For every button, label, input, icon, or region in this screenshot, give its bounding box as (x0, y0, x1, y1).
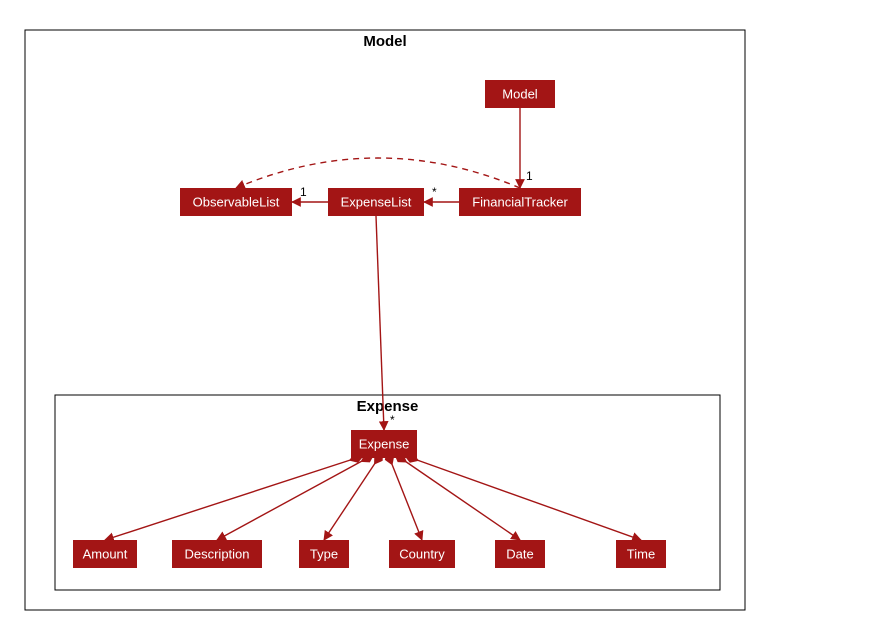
edge-Expense-Amount (105, 458, 357, 540)
node-ObservableList: ObservableList (180, 188, 292, 216)
node-Time: Time (616, 540, 666, 568)
edge-Expense-Type (324, 458, 379, 540)
node-Model-label: Model (502, 87, 538, 102)
node-Type: Type (299, 540, 349, 568)
node-ExpenseList-label: ExpenseList (341, 195, 412, 210)
edge-Expense-Description (217, 458, 368, 540)
edge-FinancialTracker-ObservableList (236, 158, 520, 188)
package-expense-label: Expense (357, 398, 419, 415)
node-FinancialTracker: FinancialTracker (459, 188, 581, 216)
node-Description-label: Description (184, 547, 249, 562)
node-Country-label: Country (399, 547, 445, 562)
node-Amount: Amount (73, 540, 137, 568)
node-Amount-label: Amount (83, 547, 128, 562)
node-Description: Description (172, 540, 262, 568)
uml-diagram: Model Expense 1 * 1 * Model FinancialTracker Exp… (0, 0, 890, 635)
node-Date: Date (495, 540, 545, 568)
mult-ExpenseList-Expense: * (390, 413, 395, 427)
edge-Expense-Time (412, 458, 642, 540)
mult-FinancialTracker-ExpenseList: * (432, 185, 437, 199)
mult-ExpenseList-ObservableList: 1 (300, 185, 307, 199)
node-Time-label: Time (627, 547, 655, 562)
node-Date-label: Date (506, 547, 533, 562)
node-ObservableList-label: ObservableList (193, 195, 280, 210)
edge-Expense-Date (401, 458, 521, 540)
node-Country: Country (389, 540, 455, 568)
package-model-label: Model (363, 33, 406, 50)
node-Expense-label: Expense (359, 437, 410, 452)
mult-Model-FinancialTracker: 1 (526, 169, 533, 183)
node-ExpenseList: ExpenseList (328, 188, 424, 216)
node-Model: Model (485, 80, 555, 108)
edge-Expense-Country (390, 458, 423, 540)
node-FinancialTracker-label: FinancialTracker (472, 195, 568, 210)
node-Expense: Expense (351, 430, 417, 458)
node-Type-label: Type (310, 547, 338, 562)
